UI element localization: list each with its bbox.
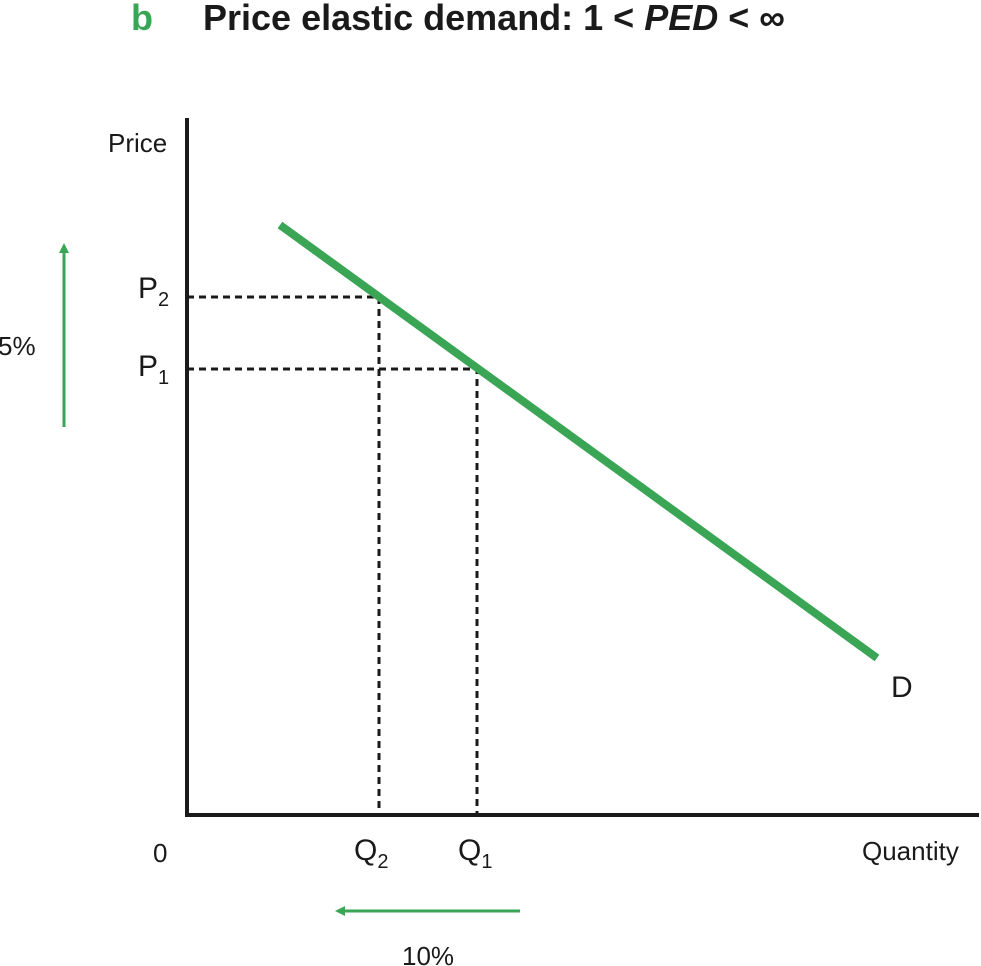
price-change: 5% xyxy=(0,331,36,361)
price-sub: 1 xyxy=(158,367,169,389)
origin-label: 0 xyxy=(153,838,167,868)
quantity-sub: 2 xyxy=(377,851,388,873)
quantity-label: Q2 xyxy=(354,834,388,873)
x-axis-label: Quantity xyxy=(862,836,959,866)
curve-label: D xyxy=(891,671,913,704)
quantity-letter: Q xyxy=(354,834,377,867)
price-label: P2 xyxy=(138,272,169,311)
price-letter: P xyxy=(138,272,158,305)
price-label: P1 xyxy=(138,350,169,389)
price-sub: 2 xyxy=(158,289,169,311)
quantity-label: Q1 xyxy=(458,834,492,873)
quantity-letter: Q xyxy=(458,834,481,867)
y-axis-label: Price xyxy=(108,128,167,158)
quantity-change: 10% xyxy=(402,941,454,966)
title: b Price elastic demand: 1 < PED < ∞ xyxy=(131,0,785,38)
quantity-sub: 1 xyxy=(481,851,492,873)
demand-curve xyxy=(277,221,880,662)
p1-guide xyxy=(187,367,479,815)
title-italic: PED xyxy=(644,0,718,38)
title-end: < ∞ xyxy=(718,0,785,38)
p2-guide xyxy=(187,295,381,815)
panel-letter: b xyxy=(131,0,153,38)
price-letter: P xyxy=(138,350,158,383)
title-text: Price elastic demand: 1 < xyxy=(203,0,644,38)
